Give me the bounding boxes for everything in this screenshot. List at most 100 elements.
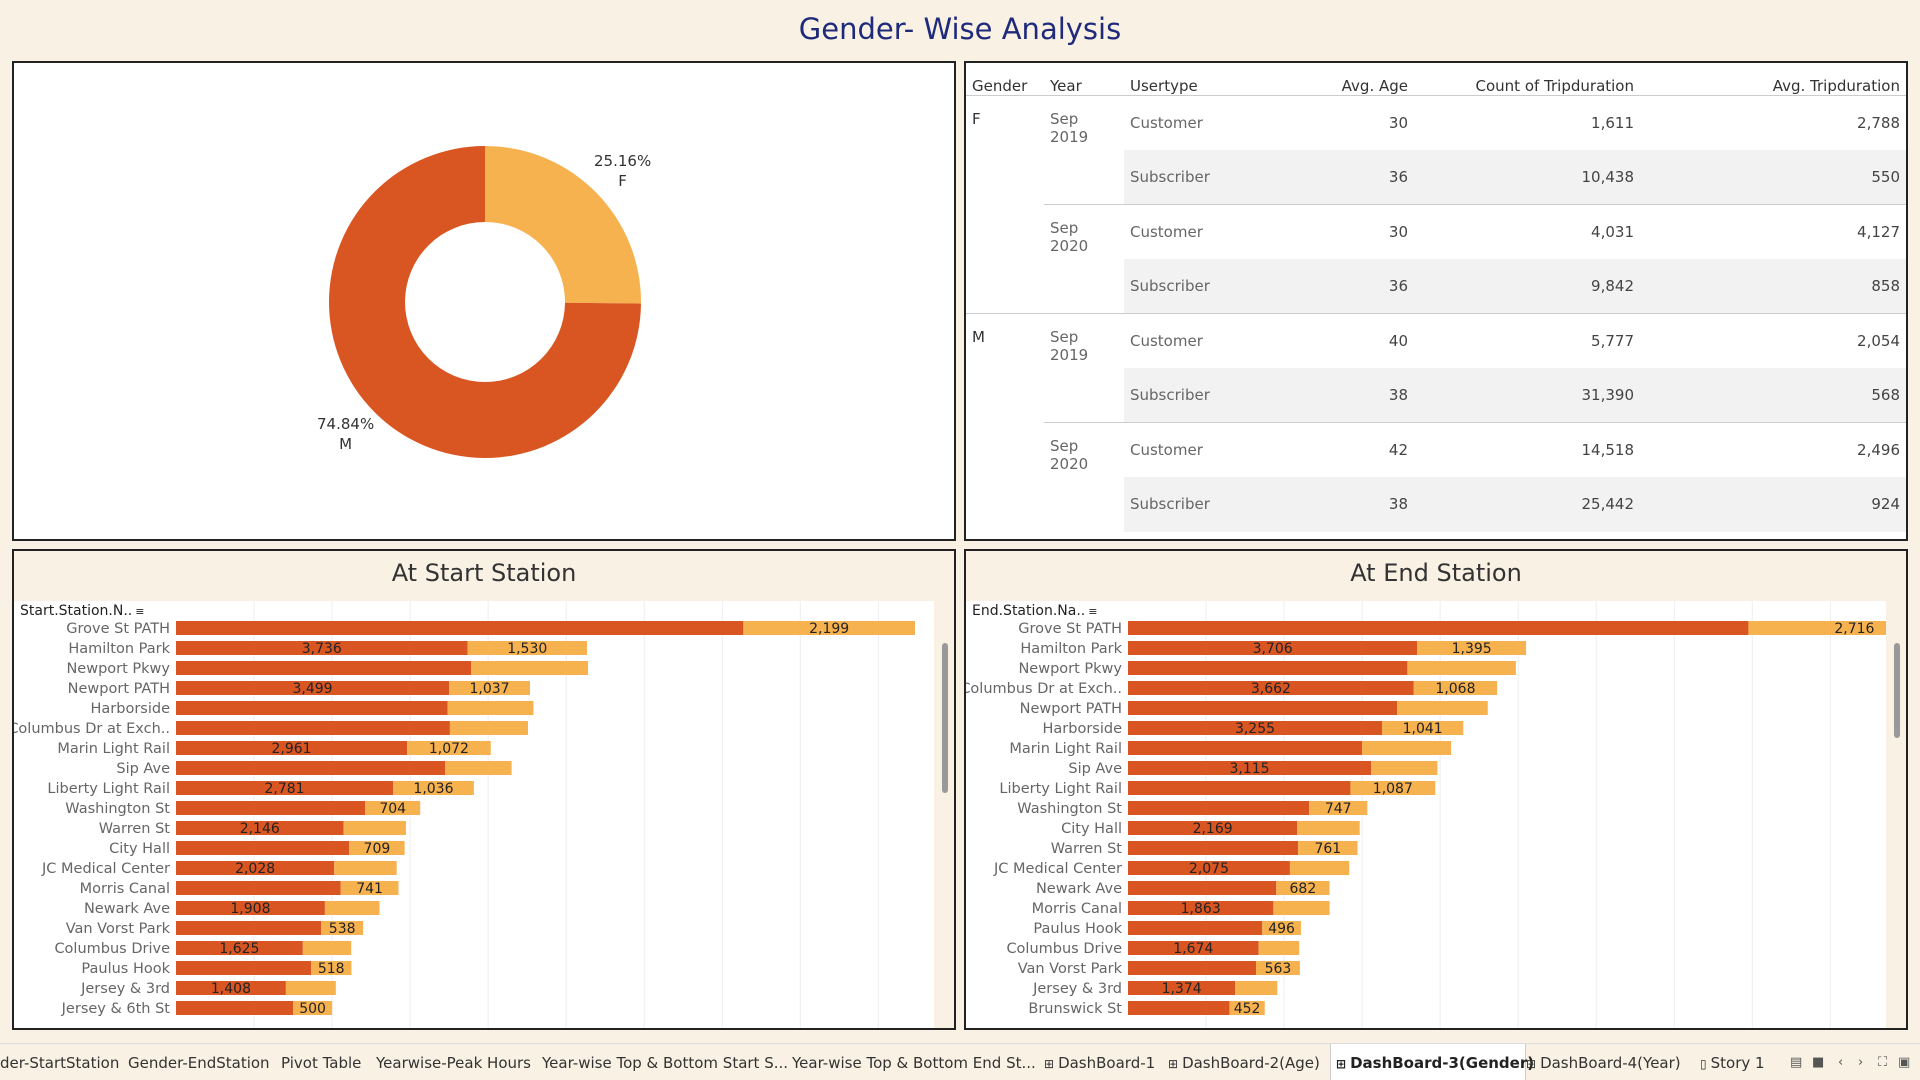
bar-female[interactable] xyxy=(1362,741,1452,755)
bar-male[interactable] xyxy=(176,841,350,855)
col-header-count-tripduration[interactable]: Count of Tripduration xyxy=(1414,63,1640,96)
start-station-bar-chart[interactable]: Grove St PATH 2,199 Hamilton Park 3,736 1,53… xyxy=(14,601,934,1030)
bar-male[interactable] xyxy=(1128,721,1383,735)
bar-male[interactable] xyxy=(1128,821,1298,835)
bar-female[interactable] xyxy=(1407,661,1516,675)
bar-female[interactable] xyxy=(1276,881,1330,895)
bar-female[interactable] xyxy=(1297,821,1360,835)
bar-male[interactable] xyxy=(176,641,468,655)
next-sheet-icon[interactable]: › xyxy=(1858,1055,1864,1070)
bar-male[interactable] xyxy=(176,861,335,875)
end-station-scrollbar[interactable] xyxy=(1894,643,1900,738)
tab-3[interactable]: Pivot Table xyxy=(281,1054,361,1072)
donut-slice-f[interactable] xyxy=(485,146,641,304)
bar-male[interactable] xyxy=(1128,861,1290,875)
station-label[interactable]: Washington St xyxy=(65,801,170,817)
bar-female[interactable] xyxy=(321,921,364,935)
station-label[interactable]: Newport PATH xyxy=(1020,701,1122,717)
bar-female[interactable] xyxy=(1298,841,1358,855)
bar-male[interactable] xyxy=(1128,741,1363,755)
bar-male[interactable] xyxy=(176,1001,294,1015)
bar-male[interactable] xyxy=(1128,641,1418,655)
gender-donut-chart[interactable] xyxy=(14,63,954,539)
bar-female[interactable] xyxy=(1289,861,1350,875)
bar-male[interactable] xyxy=(1128,901,1274,915)
bar-male[interactable] xyxy=(176,941,303,955)
station-label[interactable]: Newark Ave xyxy=(84,901,170,917)
bar-male[interactable] xyxy=(1128,681,1414,695)
start-station-field-header[interactable]: Start.Station.N.. ≡ xyxy=(20,603,144,619)
station-label[interactable]: Newport Pkwy xyxy=(1018,661,1122,677)
sort-icon[interactable]: ≡ xyxy=(1088,605,1098,618)
station-label[interactable]: Columbus Dr at Exch.. xyxy=(966,681,1122,697)
station-label[interactable]: Newport Pkwy xyxy=(66,661,170,677)
bar-male[interactable] xyxy=(176,881,341,895)
station-label[interactable]: Harborside xyxy=(91,701,171,717)
bar-female[interactable] xyxy=(449,721,528,735)
station-label[interactable]: Newark Ave xyxy=(1036,881,1122,897)
bar-female[interactable] xyxy=(293,1001,333,1015)
station-label[interactable]: Warren St xyxy=(1051,841,1123,857)
bar-female[interactable] xyxy=(324,901,380,915)
bar-female[interactable] xyxy=(449,681,530,695)
table-row[interactable]: Subscriber 38 25,442 924 xyxy=(966,477,1906,532)
station-label[interactable]: Hamilton Park xyxy=(1020,641,1122,657)
tab-2[interactable]: Gender-EndStation xyxy=(128,1054,270,1072)
station-label[interactable]: Paulus Hook xyxy=(81,961,170,977)
station-label[interactable]: Marin Light Rail xyxy=(1009,741,1122,757)
station-label[interactable]: Marin Light Rail xyxy=(57,741,170,757)
bar-male[interactable] xyxy=(1128,621,1749,635)
bar-male[interactable] xyxy=(176,681,450,695)
station-label[interactable]: Morris Canal xyxy=(80,881,170,897)
bar-female[interactable] xyxy=(447,701,534,715)
bar-male[interactable] xyxy=(176,741,408,755)
bar-male[interactable] xyxy=(176,901,325,915)
bar-female[interactable] xyxy=(1350,781,1436,795)
station-label[interactable]: Grove St PATH xyxy=(1018,621,1122,637)
tab-10[interactable]: ⊞ DashBoard-4(Year) xyxy=(1526,1054,1681,1072)
station-label[interactable]: Grove St PATH xyxy=(66,621,170,637)
station-label[interactable]: Harborside xyxy=(1043,721,1123,737)
bar-female[interactable] xyxy=(1371,761,1438,775)
bar-male[interactable] xyxy=(1128,881,1277,895)
bar-male[interactable] xyxy=(1128,661,1408,675)
bar-female[interactable] xyxy=(743,621,915,635)
station-label[interactable]: Jersey & 3rd xyxy=(80,981,170,997)
table-row[interactable]: Sep 2020 Customer 30 4,031 4,127 xyxy=(966,204,1906,259)
table-row[interactable]: Subscriber 38 31,390 568 xyxy=(966,368,1906,423)
tab-9[interactable]: ⊞ DashBoard-3(Gender) xyxy=(1336,1054,1534,1072)
station-label[interactable]: Van Vorst Park xyxy=(1018,961,1123,977)
bar-male[interactable] xyxy=(1128,921,1263,935)
table-row[interactable]: Subscriber 36 9,842 858 xyxy=(966,259,1906,314)
end-station-bar-chart[interactable]: Grove St PATH 2,716 Hamilton Park 3,706 1,39… xyxy=(966,601,1886,1030)
donut-slice-m[interactable] xyxy=(329,146,641,458)
bar-male[interactable] xyxy=(1128,781,1351,795)
station-label[interactable]: Jersey & 6th St xyxy=(61,1001,171,1017)
col-header-usertype[interactable]: Usertype xyxy=(1124,63,1254,96)
bar-female[interactable] xyxy=(1748,621,1886,635)
bar-male[interactable] xyxy=(1128,961,1256,975)
bar-female[interactable] xyxy=(470,661,589,675)
station-label[interactable]: Columbus Dr at Exch.. xyxy=(14,721,170,737)
station-label[interactable]: JC Medical Center xyxy=(41,861,170,877)
table-row[interactable]: M Sep 2019 Customer 40 5,777 2,054 xyxy=(966,313,1906,368)
bar-male[interactable] xyxy=(176,761,446,775)
bar-female[interactable] xyxy=(343,821,406,835)
sort-icon[interactable]: ≡ xyxy=(135,605,145,618)
bar-male[interactable] xyxy=(1128,981,1236,995)
bar-male[interactable] xyxy=(1128,761,1372,775)
bar-male[interactable] xyxy=(176,821,344,835)
presentation-mode-icon[interactable]: ▣ xyxy=(1898,1055,1911,1070)
bar-female[interactable] xyxy=(365,801,421,815)
tab-8[interactable]: ⊞ DashBoard-2(Age) xyxy=(1168,1054,1320,1072)
bar-female[interactable] xyxy=(1262,921,1301,935)
bar-female[interactable] xyxy=(1255,961,1300,975)
table-row[interactable]: Subscriber 36 10,438 550 xyxy=(966,150,1906,205)
tab-5[interactable]: Year-wise Top & Bottom Start S... xyxy=(542,1054,788,1072)
station-label[interactable]: JC Medical Center xyxy=(993,861,1122,877)
station-label[interactable]: Washington St xyxy=(1017,801,1122,817)
station-label[interactable]: Sip Ave xyxy=(116,761,170,777)
bar-male[interactable] xyxy=(1128,841,1299,855)
bar-male[interactable] xyxy=(176,661,471,675)
bar-male[interactable] xyxy=(1128,941,1259,955)
